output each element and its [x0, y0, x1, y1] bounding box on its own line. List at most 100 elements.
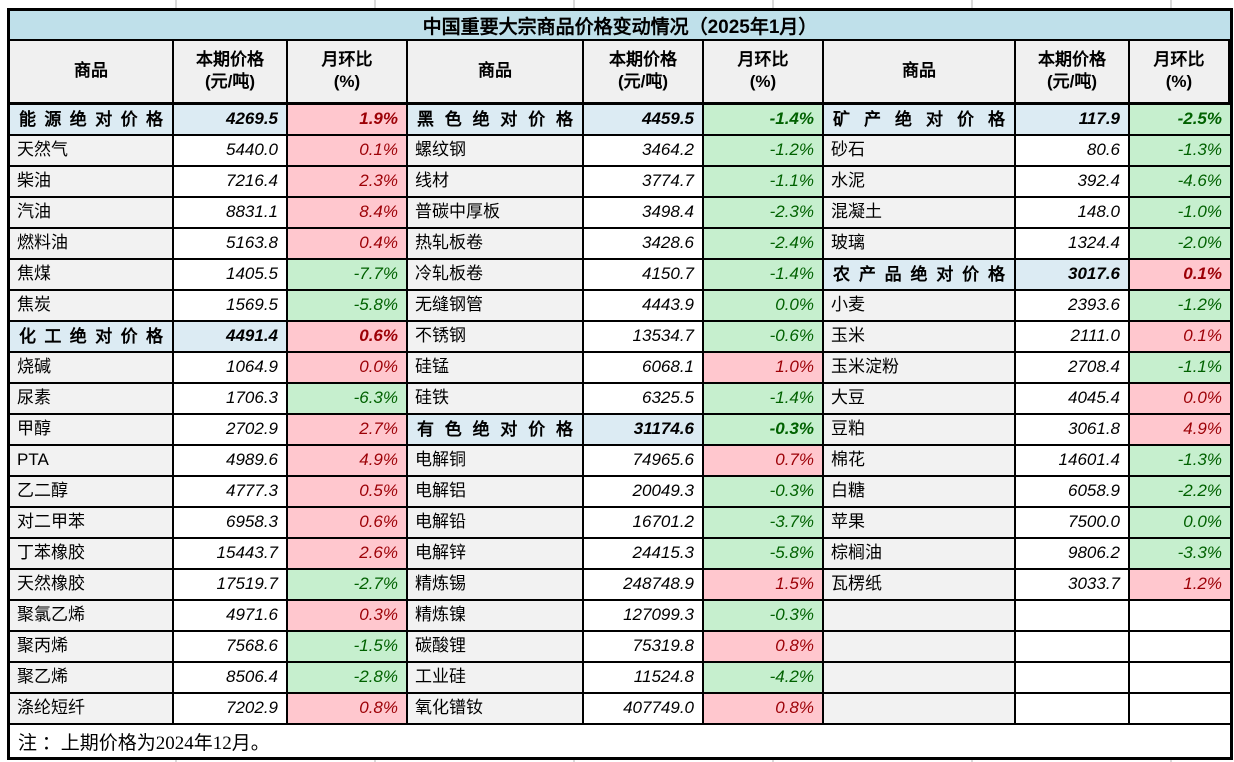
mom-percent-value: 0.7% — [704, 446, 824, 477]
price-value: 3498.4 — [584, 198, 704, 229]
col-header-mom-2: 月环比 (%) — [704, 41, 824, 105]
price-value: 24415.3 — [584, 539, 704, 570]
price-value: 15443.7 — [174, 539, 288, 570]
commodity-name: 丁苯橡胶 — [10, 539, 174, 570]
mom-percent-value: 0.1% — [1130, 322, 1230, 353]
commodity-name: 尿素 — [10, 384, 174, 415]
commodity-name: 玉米淀粉 — [824, 353, 1016, 384]
commodity-name: 精炼锡 — [408, 570, 584, 601]
mom-percent-value: 0.8% — [704, 694, 824, 725]
commodity-name: 天然气 — [10, 136, 174, 167]
price-value: 4150.7 — [584, 260, 704, 291]
mom-percent-value: -6.3% — [288, 384, 408, 415]
commodity-name: 无缝钢管 — [408, 291, 584, 322]
mom-percent-value: -1.3% — [1130, 136, 1230, 167]
commodity-name: 烧碱 — [10, 353, 174, 384]
price-value: 2393.6 — [1016, 291, 1130, 322]
empty-cell — [1016, 694, 1130, 725]
price-value: 4443.9 — [584, 291, 704, 322]
commodity-name: 涤纶短纤 — [10, 694, 174, 725]
mom-percent-value: -1.0% — [1130, 198, 1230, 229]
mom-percent-value: 0.8% — [288, 694, 408, 725]
commodity-name: 混凝土 — [824, 198, 1016, 229]
price-value: 4491.4 — [174, 322, 288, 353]
mom-percent-value: 1.9% — [288, 105, 408, 136]
empty-cell — [1130, 632, 1230, 663]
price-value: 392.4 — [1016, 167, 1130, 198]
empty-cell — [824, 694, 1016, 725]
mom-percent-value: -4.2% — [704, 663, 824, 694]
mom-percent-value: -1.4% — [704, 260, 824, 291]
price-value: 4971.6 — [174, 601, 288, 632]
price-value: 6058.9 — [1016, 477, 1130, 508]
mom-percent-value: 1.5% — [704, 570, 824, 601]
footnote: 注 ：上期价格为2024年12月。 — [10, 725, 1230, 757]
mom-percent-value: -1.4% — [704, 384, 824, 415]
commodity-name: 小麦 — [824, 291, 1016, 322]
mom-percent-value: 0.0% — [704, 291, 824, 322]
commodity-name: 焦炭 — [10, 291, 174, 322]
mom-percent-value: 0.0% — [1130, 508, 1230, 539]
col-header-price-3: 本期价格 (元/吨) — [1016, 41, 1130, 105]
sheet-gridlines-top — [0, 0, 1234, 8]
empty-cell — [824, 632, 1016, 663]
mom-percent-value: -2.3% — [704, 198, 824, 229]
mom-percent-value: -1.3% — [1130, 446, 1230, 477]
section-row-name: 能源绝对价格 — [10, 105, 174, 136]
section-row-name: 农产品绝对价格 — [824, 260, 1016, 291]
mom-percent-value: -1.1% — [704, 167, 824, 198]
price-value: 16701.2 — [584, 508, 704, 539]
price-header-line1: 本期价格 — [609, 50, 677, 70]
commodity-name: 普碳中厚板 — [408, 198, 584, 229]
mom-percent-value: 0.4% — [288, 229, 408, 260]
commodity-name: 电解锌 — [408, 539, 584, 570]
price-value: 11524.8 — [584, 663, 704, 694]
mom-percent-value: -2.0% — [1130, 229, 1230, 260]
mom-percent-value: -2.5% — [1130, 105, 1230, 136]
commodity-name: 精炼镍 — [408, 601, 584, 632]
commodity-name: 聚乙烯 — [10, 663, 174, 694]
price-value: 3061.8 — [1016, 415, 1130, 446]
mom-header-line2: (%) — [749, 72, 777, 91]
mom-percent-value: -5.8% — [288, 291, 408, 322]
empty-cell — [1016, 663, 1130, 694]
mom-percent-value: -0.6% — [704, 322, 824, 353]
mom-percent-value: 0.0% — [288, 353, 408, 384]
commodity-name: 聚丙烯 — [10, 632, 174, 663]
commodity-name: 天然橡胶 — [10, 570, 174, 601]
price-value: 17519.7 — [174, 570, 288, 601]
col-header-commodity-1: 商品 — [10, 41, 174, 105]
mom-percent-value: 8.4% — [288, 198, 408, 229]
mom-percent-value: 4.9% — [1130, 415, 1230, 446]
section-row-name: 化工绝对价格 — [10, 322, 174, 353]
price-value: 3428.6 — [584, 229, 704, 260]
commodity-name: 汽油 — [10, 198, 174, 229]
commodity-name: 对二甲苯 — [10, 508, 174, 539]
commodity-price-table: 中国重要大宗商品价格变动情况（2025年1月） 商品 本期价格 (元/吨) 月环… — [7, 8, 1233, 760]
commodity-name: 线材 — [408, 167, 584, 198]
commodity-name: PTA — [10, 446, 174, 477]
mom-percent-value: 2.6% — [288, 539, 408, 570]
commodity-name: 乙二醇 — [10, 477, 174, 508]
mom-percent-value: -1.4% — [704, 105, 824, 136]
price-value: 14601.4 — [1016, 446, 1130, 477]
price-header-line2: (元/吨) — [1046, 72, 1098, 91]
price-value: 4989.6 — [174, 446, 288, 477]
price-value: 6068.1 — [584, 353, 704, 384]
commodity-name: 甲醇 — [10, 415, 174, 446]
price-value: 127099.3 — [584, 601, 704, 632]
price-value: 1405.5 — [174, 260, 288, 291]
empty-cell — [1130, 663, 1230, 694]
col-header-mom-3: 月环比 (%) — [1130, 41, 1230, 105]
mom-percent-value: 0.6% — [288, 322, 408, 353]
mom-percent-value: -1.5% — [288, 632, 408, 663]
mom-percent-value: 4.9% — [288, 446, 408, 477]
price-value: 13534.7 — [584, 322, 704, 353]
mom-percent-value: 0.1% — [288, 136, 408, 167]
mom-header-line1: 月环比 — [321, 50, 373, 70]
price-value: 4045.4 — [1016, 384, 1130, 415]
col-header-price-2: 本期价格 (元/吨) — [584, 41, 704, 105]
commodity-name: 燃料油 — [10, 229, 174, 260]
price-value: 1706.3 — [174, 384, 288, 415]
commodity-name: 棉花 — [824, 446, 1016, 477]
